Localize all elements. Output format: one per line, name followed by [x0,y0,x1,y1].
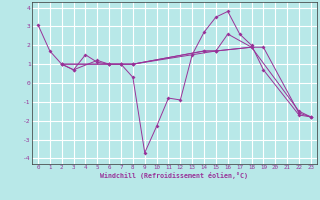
X-axis label: Windchill (Refroidissement éolien,°C): Windchill (Refroidissement éolien,°C) [100,172,248,179]
